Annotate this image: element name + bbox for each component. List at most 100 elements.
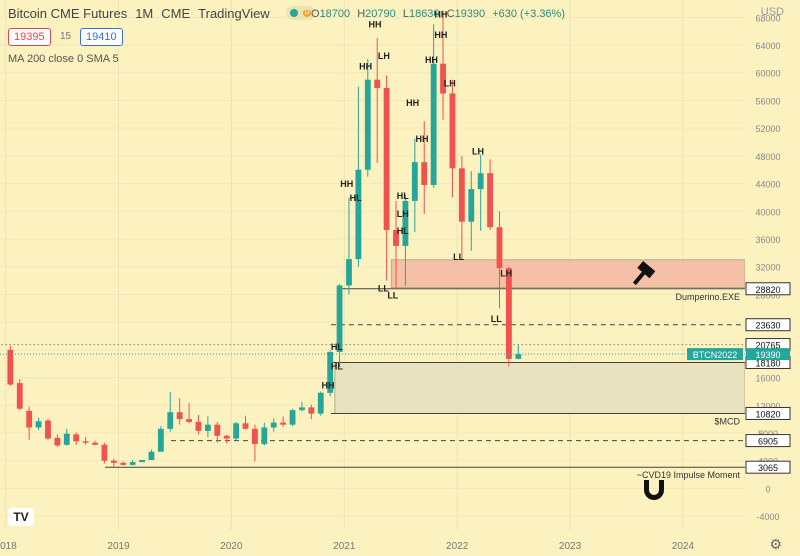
level-badge-label: 3065: [758, 463, 778, 473]
x-tick-label: 2020: [220, 541, 243, 552]
resistance-zone: [390, 259, 746, 289]
pattern-annotation: HH: [359, 61, 372, 71]
x-tick-label: 2024: [672, 541, 695, 552]
delayed-icon: D: [303, 9, 311, 17]
candle-body: [223, 435, 230, 439]
candle-body: [440, 63, 446, 94]
pattern-annotation: HH: [434, 9, 447, 19]
y-tick-label: 68000: [755, 13, 780, 23]
pattern-annotation: LH: [444, 79, 456, 89]
pattern-annotation: HL: [331, 361, 343, 371]
candle-body: [393, 230, 399, 246]
candle-body: [477, 173, 484, 190]
level-note: ~CVD19 Impulse Moment: [637, 470, 741, 480]
pattern-annotation: LH: [397, 209, 409, 219]
candle-body: [317, 392, 324, 414]
spread-value: 15: [60, 31, 72, 42]
candle-body: [449, 93, 456, 169]
data-source: TradingView: [198, 6, 270, 21]
candle-body: [7, 349, 14, 385]
candle-body: [129, 462, 136, 465]
pattern-annotation: HH: [425, 55, 438, 65]
pattern-annotation: LH: [378, 51, 390, 61]
buy-price-button[interactable]: 19410: [80, 28, 123, 46]
candle-body: [383, 87, 390, 231]
pattern-annotation: HL: [331, 342, 343, 352]
pattern-annotation: HH: [369, 20, 382, 30]
current-price-badge: [746, 348, 790, 361]
pattern-annotation: LL: [491, 314, 502, 324]
status-dot-icon: [290, 9, 298, 17]
level-badge: [745, 318, 791, 332]
candle-body: [505, 268, 512, 359]
pattern-annotation: HL: [397, 226, 409, 236]
candle-body: [101, 444, 108, 461]
y-tick-label: 28000: [755, 290, 780, 300]
y-tick-label: 40000: [755, 207, 780, 217]
candle-body: [299, 407, 305, 411]
candle-body: [327, 351, 334, 393]
level-badge-label: 28820: [755, 285, 780, 295]
level-badge: [745, 282, 791, 296]
y-tick-label: 12000: [755, 401, 780, 411]
y-tick-label: 8000: [758, 429, 778, 439]
candle-body: [355, 169, 362, 260]
candle-body: [92, 442, 98, 445]
indicator-legend[interactable]: MA 200 close 0 SMA 5: [8, 53, 119, 65]
y-tick-label: 52000: [755, 124, 780, 134]
candle-body: [16, 383, 23, 409]
x-tick-label: 2019: [107, 541, 130, 552]
sell-price-button[interactable]: 19395: [8, 28, 51, 46]
level-badge-label: 10820: [755, 409, 780, 419]
x-tick-label: 2021: [333, 541, 356, 552]
candle-body: [346, 259, 352, 286]
y-tick-label: 36000: [755, 235, 780, 245]
current-price-label: 19390: [755, 350, 780, 360]
pattern-annotation: LH: [472, 146, 484, 156]
y-tick-label: 64000: [755, 41, 780, 51]
interval[interactable]: 1M: [135, 6, 154, 21]
pattern-annotation: HH: [434, 30, 447, 40]
candle-body: [157, 428, 164, 452]
gavel-icon: [632, 261, 656, 286]
candle-body: [421, 162, 428, 185]
candle-body: [120, 462, 127, 465]
candle-body: [336, 285, 343, 352]
gear-icon[interactable]: ⚙: [769, 536, 782, 552]
candle-body: [496, 227, 503, 269]
support-zone: [334, 361, 746, 414]
candle-body: [280, 422, 287, 425]
candle-body: [54, 437, 61, 446]
pattern-annotation: HL: [397, 191, 409, 201]
pattern-annotation: HH: [340, 179, 353, 189]
chart-title: Bitcoin CME Futures 1M CME TradingView: [8, 6, 278, 21]
candle-body: [186, 419, 192, 422]
candle-body: [364, 79, 371, 170]
exchange: CME: [161, 6, 191, 21]
y-tick-label: 0: [765, 484, 770, 494]
candle-body: [487, 173, 493, 228]
level-badge-label: 18180: [755, 358, 780, 368]
candle-body: [458, 168, 465, 222]
candle-body: [308, 407, 315, 414]
currency-label[interactable]: USD: [760, 6, 784, 18]
tradingview-logo-icon: TV: [8, 508, 34, 526]
candle-body: [261, 427, 268, 445]
contract-label: BTCN2022: [693, 350, 738, 360]
level-badge-label: 23630: [755, 321, 780, 331]
market-status[interactable]: D: [286, 6, 316, 20]
x-tick-label: 2023: [559, 541, 582, 552]
candle-body: [45, 420, 51, 439]
level-badge: [745, 460, 791, 474]
candle-body: [73, 434, 80, 442]
candle-body: [204, 424, 211, 431]
candle-body: [252, 428, 258, 445]
price-change: +630 (+3.36%): [492, 8, 565, 20]
candle-body: [148, 451, 155, 461]
symbol-name[interactable]: Bitcoin CME Futures: [8, 6, 128, 21]
pattern-annotation: LL: [453, 252, 464, 262]
y-tick-label: -4000: [756, 512, 779, 522]
ohlc-values: O18700 H20790 L18630 C19390 +630 (+3.36%…: [311, 8, 565, 20]
y-tick-label: 48000: [755, 152, 780, 162]
